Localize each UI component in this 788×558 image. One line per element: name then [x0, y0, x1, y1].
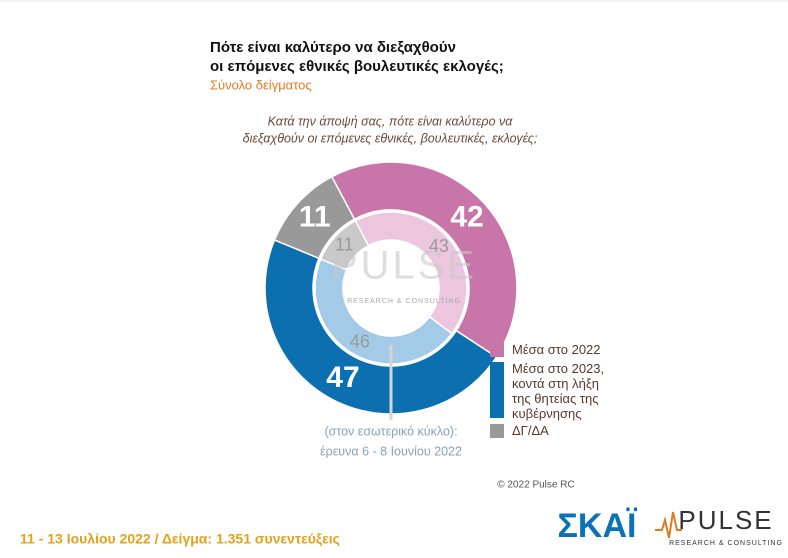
question-line: Κατά την άποψή σας, πότε είναι καλύτερο …: [268, 114, 514, 128]
donut-segment: [354, 211, 468, 335]
legend-label: ΔΓ/ΔΑ: [512, 423, 549, 438]
value-label: 43: [429, 236, 449, 256]
pulse-icon: [655, 511, 682, 539]
legend-label: Μέσα στο 2022: [512, 342, 601, 357]
watermark-sub: RESEARCH & CONSULTING: [347, 298, 461, 305]
value-label: 47: [326, 361, 359, 394]
legend-label: Μέσα στο 2023, κοντά στη λήξη της θητεία…: [512, 361, 605, 421]
footer: 11 - 13 Ιουλίου 2022 / Δείγμα: 1.351 συν…: [20, 531, 340, 547]
inner-note: έρευνα 6 - 8 Ιουνίου 2022: [320, 444, 462, 458]
title-line: Πότε είναι καλύτερο να διεξαχθούν: [210, 39, 456, 56]
donut-segment: [264, 239, 498, 415]
value-label: 11: [335, 234, 354, 254]
copyright: © 2022 Pulse RC: [497, 480, 574, 491]
value-label: 46: [350, 332, 370, 352]
legend-swatch: [490, 343, 504, 357]
skai-logo: ΣΚΑΪ: [558, 507, 639, 545]
pulse-logo: PULSE: [678, 505, 773, 535]
pulse-logo-sub: RESEARCH & CONSULTING: [669, 540, 783, 547]
value-label: 11: [299, 201, 331, 234]
donut-segment: [319, 219, 370, 271]
value-label: 42: [450, 200, 483, 233]
donut-segment: [314, 258, 453, 365]
legend-swatch: [490, 424, 504, 438]
donut-segment: [273, 175, 356, 260]
subtitle: Σύνολο δείγματος: [210, 77, 312, 92]
skai-logo-bg: [545, 508, 649, 546]
donut-segment: [330, 161, 518, 359]
title-line: οι επόμενες εθνικές βουλευτικές εκλογές;: [210, 58, 504, 75]
inner-note-label: (στον εσωτερικό κύκλο):: [324, 424, 457, 438]
legend-swatch: [490, 362, 504, 418]
donut: 42 47 11 43 46 11: [264, 161, 518, 415]
question-line: διεξαχθούν οι επόμενες εθνικές, βουλευτι…: [243, 131, 538, 145]
watermark: PULSE: [331, 244, 477, 288]
